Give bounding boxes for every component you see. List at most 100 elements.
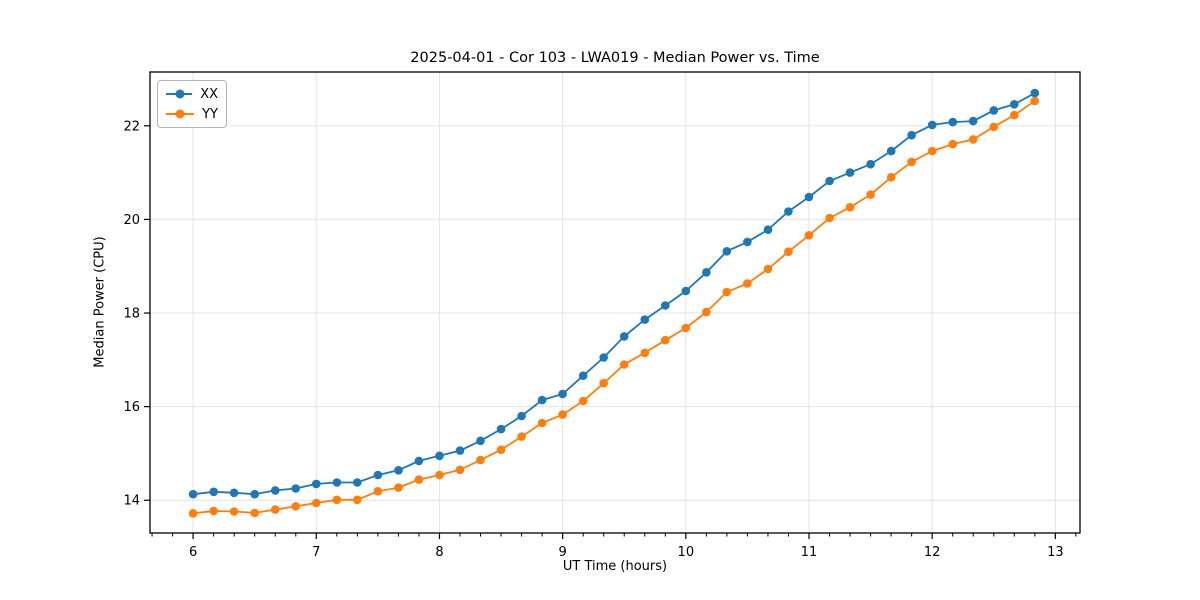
data-point-yy [394,483,403,492]
data-point-xx [702,268,711,277]
legend-label-xx: XX [200,86,218,102]
legend-item-xx: XX [165,85,218,103]
data-point-yy [455,465,465,475]
data-point-yy [229,507,239,516]
data-point-yy [804,231,814,240]
data-point-yy [188,509,198,518]
x-tick-label: 11 [801,545,818,560]
data-point-xx [250,489,259,499]
data-point-xx [661,301,670,310]
data-point-xx [804,192,814,202]
series-xx [188,88,1040,499]
data-point-yy [312,498,321,508]
data-point-xx [599,353,608,362]
data-point-xx [784,207,793,216]
data-point-xx [1010,100,1019,109]
data-point-xx [968,116,978,126]
data-point-yy [517,432,526,441]
x-tick-label: 12 [924,545,941,560]
data-point-xx [312,479,321,489]
data-point-yy [784,247,793,256]
data-point-xx [373,470,383,480]
data-point-xx [455,446,465,455]
data-point-xx [188,489,198,499]
data-point-yy [332,495,342,505]
data-point-xx [537,395,547,405]
data-point-xx [681,286,691,296]
data-point-yy [743,279,752,288]
legend-line-marker-icon [166,109,194,119]
data-point-yy [578,396,588,406]
data-point-xx [722,247,732,256]
data-point-xx [948,117,958,127]
data-point-yy [968,135,978,144]
y-axis-label: Median Power (CPU) [92,236,108,368]
data-point-yy [1010,110,1019,120]
x-tick-label: 13 [1047,545,1064,560]
y-axis-ticks: 14 16 18 20 22 [123,119,150,509]
data-point-xx [907,130,916,140]
x-minor-ticks [151,533,1077,537]
series-yy [188,96,1040,518]
data-point-yy [619,360,629,369]
x-tick-label: 10 [678,545,695,560]
data-point-yy [763,264,773,274]
data-point-xx [332,478,342,487]
data-point-xx [743,237,752,247]
data-point-yy [291,502,301,511]
data-point-xx [291,484,301,493]
data-point-yy [825,213,834,223]
data-point-yy [373,487,383,496]
data-point-yy [209,506,218,516]
x-axis-label: UT Time (hours) [562,559,668,574]
data-point-yy [907,157,916,167]
data-point-xx [229,488,239,498]
data-point-yy [681,323,691,333]
data-point-yy [640,348,650,358]
legend-line-marker-icon [166,89,193,99]
data-point-yy [702,307,711,317]
y-tick-label: 18 [123,307,140,322]
data-point-yy [722,287,732,297]
data-point-yy [537,418,547,428]
data-point-xx [619,332,629,341]
x-axis-ticks: 6 7 8 9 10 11 12 13 [189,533,1064,560]
y-tick-label: 22 [123,119,140,134]
data-point-yy [661,335,670,345]
data-point-yy [271,505,280,514]
data-point-xx [886,146,896,156]
legend: XX YY [157,80,227,128]
data-point-xx [866,159,875,169]
x-tick-label: 8 [435,545,443,560]
data-point-xx [825,176,834,186]
data-point-yy [414,475,424,484]
data-point-yy [476,455,485,465]
data-point-xx [640,315,650,324]
data-point-yy [496,445,506,455]
y-tick-label: 20 [123,213,140,228]
data-point-xx [578,371,588,381]
gridlines [150,72,1080,533]
data-point-xx [763,225,773,234]
data-point-yy [886,173,896,182]
data-point-yy [599,378,608,388]
data-point-xx [353,478,362,487]
data-point-xx [496,424,506,434]
data-point-xx [414,456,424,466]
data-point-yy [989,122,999,132]
x-tick-label: 6 [189,545,197,560]
data-point-yy [435,470,444,480]
data-point-yy [558,410,567,419]
data-point-xx [517,411,526,421]
data-point-xx [989,106,999,115]
data-point-xx [845,168,855,177]
y-tick-label: 16 [123,400,140,415]
data-point-xx [1030,88,1040,98]
data-point-xx [435,451,444,461]
legend-item-yy: YY [165,105,218,123]
data-point-yy [1030,96,1040,106]
data-point-xx [209,487,218,497]
data-point-yy [845,203,855,212]
data-point-xx [394,466,403,475]
